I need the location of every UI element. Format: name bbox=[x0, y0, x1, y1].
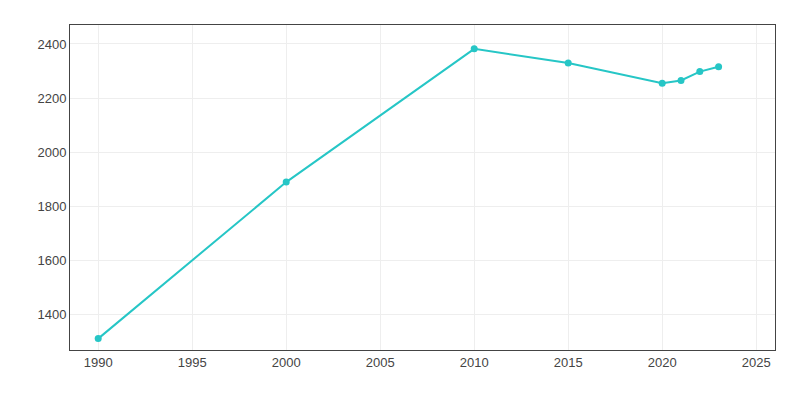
svg-text:2025: 2025 bbox=[742, 355, 771, 370]
svg-text:2000: 2000 bbox=[37, 145, 66, 160]
svg-text:1400: 1400 bbox=[37, 307, 66, 322]
svg-text:2200: 2200 bbox=[37, 91, 66, 106]
svg-text:2000: 2000 bbox=[272, 355, 301, 370]
svg-text:1995: 1995 bbox=[178, 355, 207, 370]
svg-text:2020: 2020 bbox=[648, 355, 677, 370]
svg-text:1990: 1990 bbox=[84, 355, 113, 370]
svg-text:2015: 2015 bbox=[554, 355, 583, 370]
svg-text:2005: 2005 bbox=[366, 355, 395, 370]
svg-text:1600: 1600 bbox=[37, 253, 66, 268]
svg-text:1800: 1800 bbox=[37, 199, 66, 214]
svg-text:2010: 2010 bbox=[460, 355, 489, 370]
svg-text:2400: 2400 bbox=[37, 37, 66, 52]
